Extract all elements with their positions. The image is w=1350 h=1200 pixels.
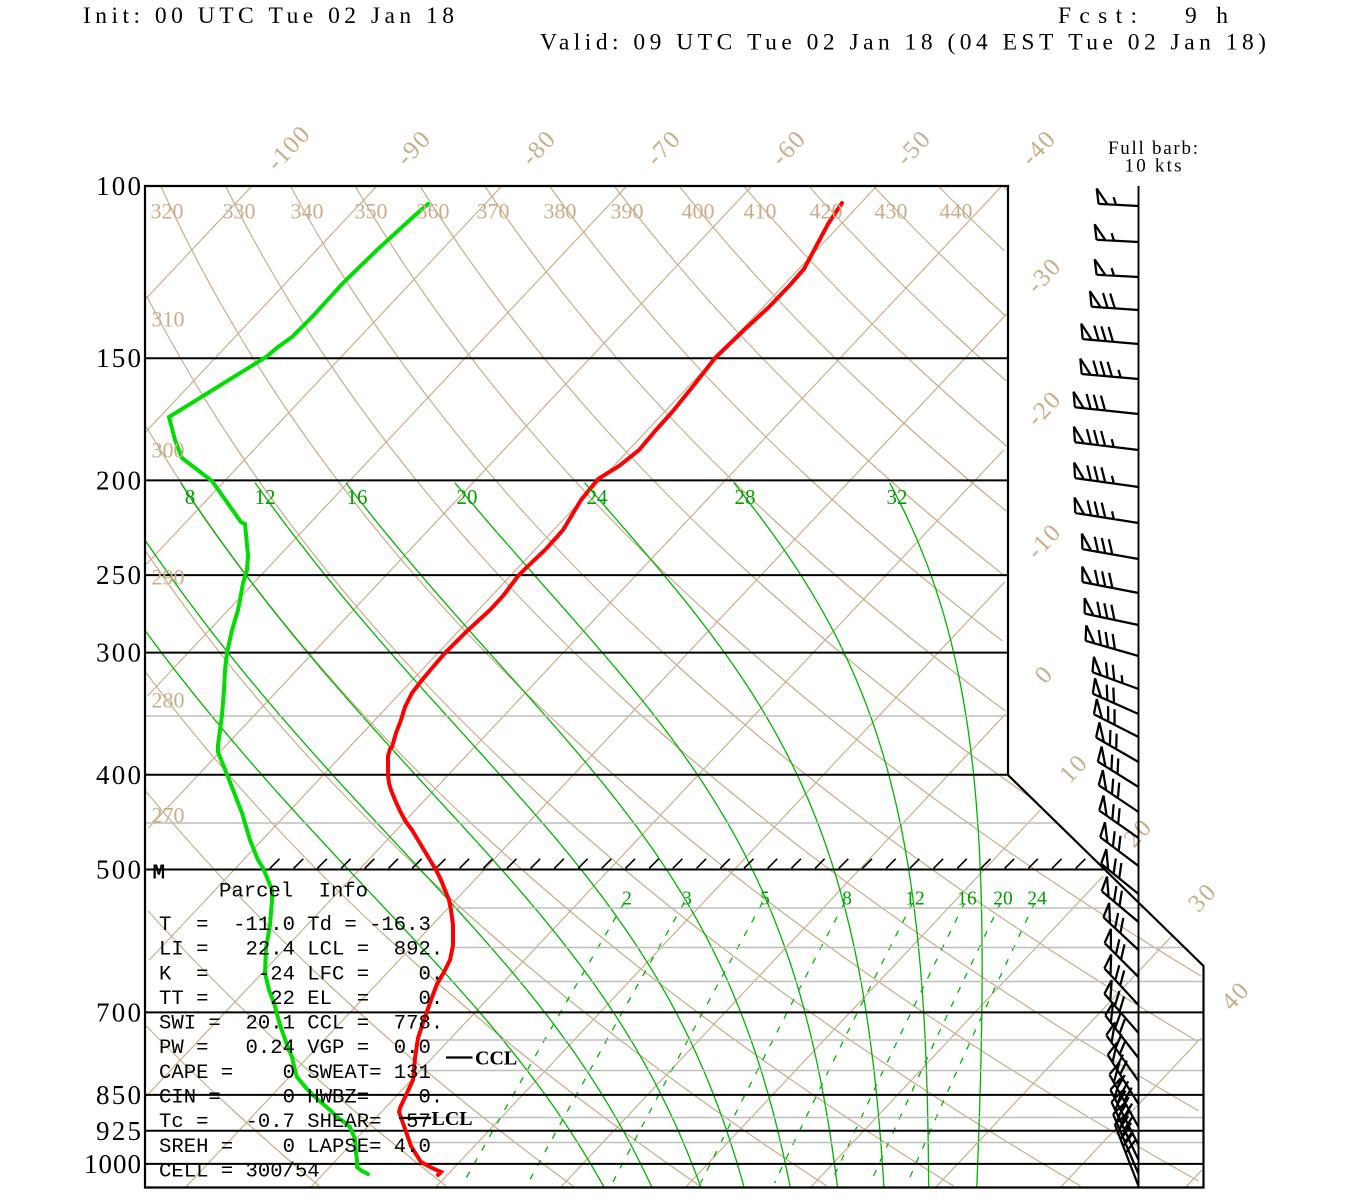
svg-text:290: 290 [152, 564, 185, 589]
svg-text:3: 3 [682, 889, 692, 910]
svg-text:280: 280 [152, 687, 185, 712]
svg-text:1000: 1000 [84, 1149, 141, 1179]
svg-text:K = -24 LFC = 0.: K = -24 LFC = 0. [159, 963, 443, 986]
svg-text:24: 24 [587, 485, 609, 509]
svg-text:500: 500 [96, 855, 141, 885]
svg-text:850: 850 [96, 1080, 141, 1110]
svg-text:310: 310 [152, 306, 185, 331]
svg-text:12: 12 [255, 485, 276, 509]
svg-text:270: 270 [152, 802, 185, 827]
svg-text:440: 440 [940, 198, 973, 223]
svg-text:400: 400 [96, 760, 141, 790]
svg-text:300: 300 [96, 638, 141, 668]
svg-text:Full barb:: Full barb: [1108, 138, 1198, 159]
svg-text:Tc = -0.7 SHEAR= 57: Tc = -0.7 SHEAR= 57 [159, 1111, 431, 1134]
svg-text:380: 380 [544, 198, 577, 223]
svg-text:CAPE = 0 SWEAT= 131: CAPE = 0 SWEAT= 131 [159, 1062, 431, 1085]
svg-text:PW = 0.24 VGP = 0.0: PW = 0.24 VGP = 0.0 [159, 1037, 431, 1060]
svg-text:T = -11.0 Td = -16.3: T = -11.0 Td = -16.3 [159, 914, 431, 937]
svg-text:330: 330 [223, 198, 256, 223]
svg-text:Parcel: Parcel [219, 881, 293, 904]
svg-text:8: 8 [842, 889, 852, 910]
svg-text:CELL = 300/54: CELL = 300/54 [159, 1160, 320, 1183]
svg-text:Info: Info [319, 881, 368, 904]
svg-text:SWI = 20.1 CCL = 778.: SWI = 20.1 CCL = 778. [159, 1013, 443, 1036]
svg-text:400: 400 [682, 198, 715, 223]
svg-text:LCL: LCL [432, 1108, 473, 1130]
svg-text:250: 250 [96, 560, 141, 590]
svg-text:320: 320 [151, 198, 184, 223]
svg-text:100: 100 [96, 171, 141, 201]
svg-text:430: 430 [875, 198, 908, 223]
svg-text:LI = 22.4 LCL = 892.: LI = 22.4 LCL = 892. [159, 939, 443, 962]
svg-text:700: 700 [96, 997, 141, 1027]
svg-text:8: 8 [185, 485, 196, 509]
svg-text:SREH = 0 LAPSE= 4.0: SREH = 0 LAPSE= 4.0 [159, 1136, 431, 1159]
svg-text:24: 24 [1027, 889, 1047, 910]
svg-text:2: 2 [622, 889, 632, 910]
svg-text:350: 350 [355, 198, 388, 223]
svg-text:20: 20 [993, 889, 1013, 910]
svg-text:390: 390 [611, 198, 644, 223]
svg-text:16: 16 [957, 889, 977, 910]
svg-text:CCL: CCL [475, 1048, 517, 1070]
svg-text:150: 150 [96, 343, 141, 373]
svg-text:M: M [153, 863, 166, 886]
svg-text:9 h: 9 h [1185, 3, 1228, 29]
svg-text:370: 370 [477, 198, 510, 223]
svg-text:CIN = 0 HWBZ= 0.: CIN = 0 HWBZ= 0. [159, 1087, 443, 1110]
svg-text:32: 32 [887, 485, 908, 509]
svg-text:360: 360 [417, 198, 450, 223]
svg-text:12: 12 [905, 889, 925, 910]
svg-text:16: 16 [347, 485, 368, 509]
svg-text:5: 5 [760, 889, 770, 910]
svg-text:300: 300 [152, 437, 185, 462]
svg-text:20: 20 [457, 485, 478, 509]
svg-text:410: 410 [744, 198, 777, 223]
svg-text:925: 925 [96, 1116, 141, 1146]
svg-text:200: 200 [96, 465, 141, 495]
svg-text:TT = 22 EL = 0.: TT = 22 EL = 0. [159, 988, 443, 1011]
svg-text:28: 28 [735, 485, 756, 509]
svg-text:Init: 00 UTC Tue 02 Jan 18: Init: 00 UTC Tue 02 Jan 18 [83, 3, 454, 29]
svg-text:420: 420 [810, 198, 843, 223]
svg-text:340: 340 [291, 198, 324, 223]
